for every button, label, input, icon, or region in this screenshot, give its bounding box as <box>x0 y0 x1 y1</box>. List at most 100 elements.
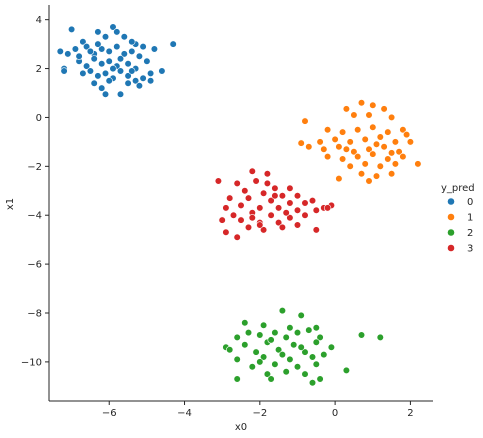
data-point <box>388 113 396 121</box>
data-point <box>128 47 136 56</box>
data-point <box>312 360 320 368</box>
data-point <box>150 45 158 53</box>
data-point <box>105 77 113 85</box>
data-point <box>297 139 305 147</box>
data-point <box>267 336 275 344</box>
data-point <box>372 140 381 148</box>
data-point <box>286 214 294 222</box>
data-point <box>169 40 177 48</box>
data-point <box>365 111 373 119</box>
legend-marker <box>447 244 455 252</box>
data-point <box>403 131 411 139</box>
data-point <box>342 145 351 153</box>
data-point <box>399 153 407 161</box>
y-tick-label: 2 <box>36 64 42 75</box>
data-point <box>135 82 143 90</box>
data-point <box>79 38 87 46</box>
y-axis-label: x1 <box>5 198 16 210</box>
data-point <box>395 148 403 156</box>
data-point <box>241 187 249 195</box>
data-point <box>271 184 279 192</box>
x-tick-label: −2 <box>252 408 267 419</box>
y-tick-label: −6 <box>27 260 42 271</box>
y-tick-label: −2 <box>27 162 42 173</box>
data-point <box>94 40 102 48</box>
data-point <box>282 333 290 342</box>
data-point <box>275 204 283 212</box>
data-point <box>286 355 294 364</box>
x-tick-label: 2 <box>407 408 413 419</box>
data-point <box>301 370 309 378</box>
data-point <box>399 126 407 134</box>
legend-label: 3 <box>467 244 473 255</box>
data-point <box>94 28 102 36</box>
data-point <box>82 62 91 70</box>
data-point <box>308 197 317 205</box>
data-point <box>357 170 366 178</box>
data-point <box>297 311 305 320</box>
data-point <box>248 167 256 175</box>
data-point <box>380 105 388 113</box>
data-point <box>354 153 362 161</box>
data-point <box>365 177 373 185</box>
legend-marker <box>447 228 455 237</box>
data-point <box>222 228 230 236</box>
data-point <box>86 47 94 56</box>
data-point <box>278 192 287 200</box>
data-point <box>278 351 287 359</box>
x-tick-label: −4 <box>177 408 192 419</box>
legend-title: y_pred <box>441 183 475 194</box>
data-point <box>128 38 136 46</box>
data-point <box>260 226 268 234</box>
data-point <box>312 226 320 234</box>
data-point <box>305 326 313 334</box>
data-point <box>226 194 234 202</box>
data-point <box>98 84 106 92</box>
data-point <box>369 101 377 109</box>
data-point <box>271 360 279 368</box>
data-point <box>109 64 117 73</box>
data-point <box>98 60 106 68</box>
data-point <box>369 123 377 131</box>
data-point <box>147 69 155 77</box>
data-point <box>331 135 339 143</box>
legend-marker <box>447 213 455 221</box>
legend-marker <box>447 197 455 206</box>
y-tick-label: 0 <box>36 113 42 124</box>
data-point <box>301 117 309 125</box>
data-point <box>233 375 241 383</box>
data-point <box>293 221 302 229</box>
data-point <box>350 148 358 156</box>
data-point <box>222 204 230 212</box>
data-point <box>90 79 98 87</box>
data-point <box>244 329 253 337</box>
data-point <box>357 99 366 107</box>
data-point <box>271 329 279 337</box>
data-point <box>312 324 320 332</box>
data-point <box>335 175 343 183</box>
data-point <box>139 74 147 82</box>
data-point <box>308 353 317 361</box>
data-point <box>116 55 125 63</box>
data-point <box>256 358 264 366</box>
legend: y_pred 0 1 2 3 <box>441 183 475 255</box>
data-point <box>252 348 260 356</box>
data-point <box>263 179 272 187</box>
legend-item-3: 3 <box>447 244 473 255</box>
legend-label: 0 <box>467 197 473 208</box>
legend-item-1: 1 <box>447 213 473 224</box>
data-point <box>139 42 147 51</box>
data-point <box>256 204 264 212</box>
legend-items: 0 1 2 3 <box>447 197 473 255</box>
data-point <box>124 79 132 87</box>
data-point <box>64 50 72 58</box>
axes-layer <box>48 5 433 402</box>
data-point <box>267 211 275 219</box>
data-point <box>113 42 121 51</box>
data-point <box>320 351 328 359</box>
y-tick-label: −10 <box>21 357 42 368</box>
y-tick-label: −4 <box>27 211 42 222</box>
data-point <box>376 133 384 141</box>
data-point <box>308 379 317 387</box>
